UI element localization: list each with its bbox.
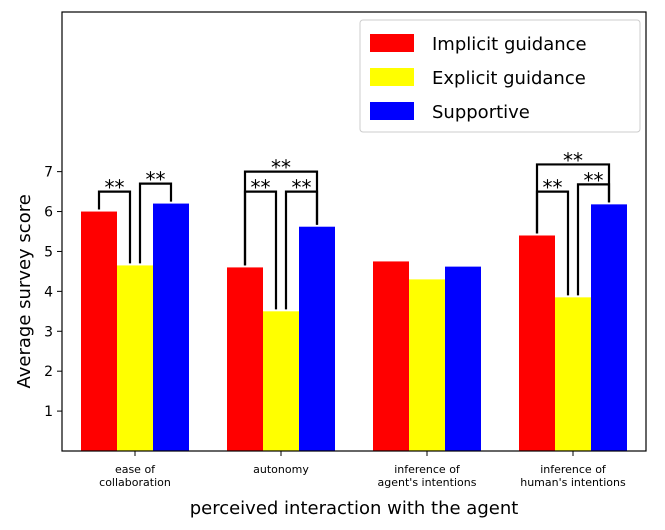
x-tick-label: agent's intentions	[378, 476, 477, 489]
y-tick-label: 4	[44, 284, 53, 300]
y-tick-label: 5	[44, 244, 53, 260]
significance-bracket	[138, 182, 173, 264]
significance-label: **	[271, 156, 291, 180]
significance-brackets: ** ** ** ****** ****	[97, 148, 611, 310]
significance-bracket	[535, 163, 611, 234]
significance-label: **	[146, 168, 166, 192]
y-tick-label: 6	[44, 205, 53, 221]
plot-frame	[61, 11, 647, 452]
legend-label: Supportive	[432, 102, 530, 123]
bar-implicit-guidance-2	[373, 261, 409, 451]
legend-box	[359, 19, 641, 133]
y-tick-label: 3	[44, 324, 53, 340]
bar-supportive-0	[153, 203, 189, 451]
bar-supportive-1	[299, 226, 335, 451]
bar-implicit-guidance-0	[81, 211, 117, 451]
bar-explicit-guidance-1	[263, 311, 299, 451]
bar-supportive-2	[445, 266, 481, 451]
significance-label: **	[292, 176, 312, 200]
y-tick-label: 1	[44, 404, 53, 420]
y-axis-label: Average survey score	[14, 194, 35, 388]
legend-label: Explicit guidance	[432, 68, 586, 89]
x-tick-label: human's intentions	[520, 476, 626, 489]
x-tick-label: inference of	[540, 463, 607, 476]
x-tick-label: inference of	[394, 463, 461, 476]
y-tick-label: 7	[44, 165, 53, 181]
legend-swatch	[370, 102, 414, 120]
significance-label: **	[584, 168, 604, 192]
legend-label: Implicit guidance	[432, 34, 587, 55]
y-axis-ticks: 1 2 3 4 5 6 7	[44, 165, 62, 420]
bar-implicit-guidance-3	[519, 235, 555, 451]
x-tick-label: collaboration	[99, 476, 171, 489]
x-tick-label: ease of	[115, 463, 156, 476]
bars-layer	[81, 203, 627, 451]
legend: Implicit guidance Explicit guidance Suppor…	[359, 19, 641, 133]
significance-label: **	[105, 176, 125, 200]
bar-explicit-guidance-2	[409, 279, 445, 451]
y-tick-label: 2	[44, 364, 53, 380]
bar-implicit-guidance-1	[227, 267, 263, 451]
x-axis-label: perceived interaction with the agent	[190, 498, 519, 519]
bar-explicit-guidance-0	[117, 265, 153, 451]
bar-supportive-3	[591, 204, 627, 451]
significance-label: **	[251, 176, 271, 200]
legend-swatch	[370, 34, 414, 52]
significance-bracket	[97, 190, 132, 264]
significance-label: **	[543, 176, 563, 200]
legend-swatch	[370, 68, 414, 86]
significance-bracket	[243, 170, 319, 266]
x-tick-label: autonomy	[253, 463, 309, 476]
significance-label: **	[563, 148, 583, 172]
bar-explicit-guidance-3	[555, 297, 591, 451]
